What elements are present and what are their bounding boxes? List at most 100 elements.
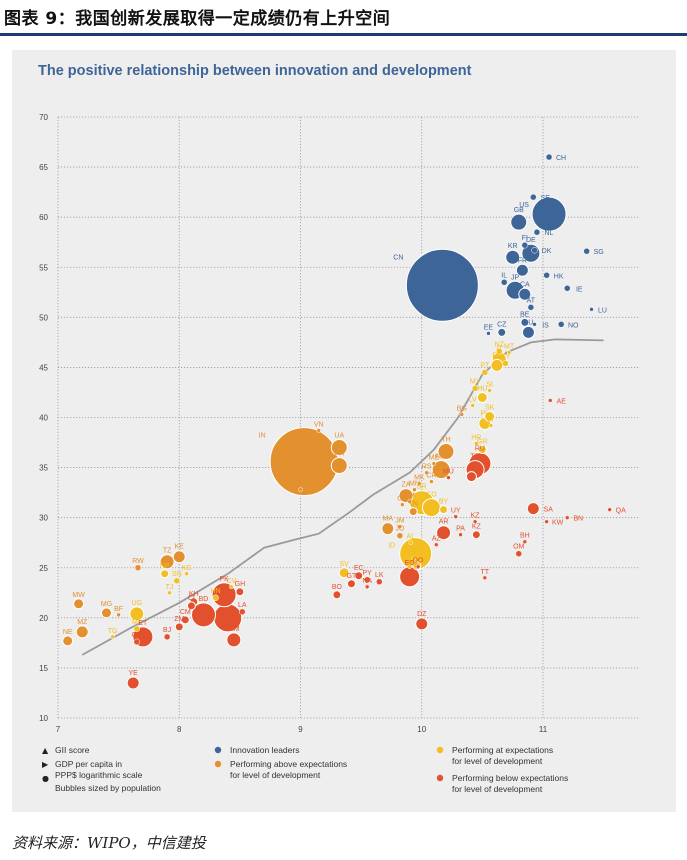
bubble-label: TJ [166,584,174,591]
bubble-kr [505,249,521,265]
bubble-cr [429,479,434,484]
bubble-label: BR [417,484,427,491]
bubble-label: GN [132,632,143,639]
x-tick-label: 9 [298,725,303,734]
bubble-mk [417,481,422,486]
y-tick-label: 70 [39,113,48,122]
legend-symbol: ▶ [42,760,49,769]
bubble-label: BE [520,311,530,318]
bubble-label: BJ [163,627,171,634]
bubble-om [515,550,522,557]
legend-text-line: GDP per capita in [55,759,122,769]
bubble-ma [381,522,395,536]
bubble-rw [134,564,142,571]
legend-text-line: for level of development [230,770,321,780]
bubble-label: ZA [402,482,411,489]
y-tick-label: 65 [39,163,48,172]
bubble-label: TT [481,569,490,576]
bubble-label: MW [72,592,85,599]
bubble-gt [346,579,356,589]
bubble-label: JP [511,274,520,281]
bubble-np [160,569,170,579]
bubble-label: UG [132,600,143,607]
bubble-label: MY [470,378,481,385]
legend-swatch-leaders [214,746,222,754]
bubble-ge [400,502,405,507]
legend-label-leaders: Innovation leaders [230,745,299,755]
bubble-ph [330,457,348,475]
bubble-vn [316,428,321,433]
bubble-label: RW [132,558,144,565]
bubble-label: AZ [432,536,442,543]
bubble-label: ET [138,620,148,627]
bubble-label: VN [314,422,324,429]
chart-title: The positive relationship between innova… [38,63,472,79]
bubble-pk [211,582,237,608]
bubble-label: CL [467,465,476,472]
bubble-lv [470,403,475,408]
bubble-ae [548,398,553,403]
bubble-label: RU [475,446,485,453]
y-tick-label: 30 [39,514,48,523]
legend-text: Bubbles sized by population [55,783,161,793]
bubble-label: IN [259,433,266,440]
bubble-tt [482,575,488,581]
bubble-tz [159,554,175,570]
bubble-label: EG [405,560,415,567]
legend-label-below: Performing below expectations for level o… [452,773,568,794]
bubble-label: TN [409,501,418,508]
bubble-ch [545,153,553,161]
bubble-label: CO [426,492,437,499]
legend: ▲ GII score ▶ GDP per capita in PPP$ logarit… [42,745,568,794]
bubble-label: NA [362,578,372,585]
bubble-label: BO [332,584,343,591]
bubble-label: SV [339,561,349,568]
bubble-label: KE [175,544,185,551]
bubble-sk [484,410,496,422]
bubble-label: YE [129,670,139,677]
y-tick-label: 25 [39,564,48,573]
bubble-mx [431,460,451,480]
bubble-label: RS [422,464,432,471]
bubble-mg [101,607,112,619]
legend-text: GDP per capita in PPP$ logarithmic scale [55,759,143,780]
y-tick-label: 60 [39,213,48,222]
x-tick-label: 7 [56,725,61,734]
legend-text-line: for level of development [452,784,543,794]
bubble-us [531,196,567,232]
bubble-label: PT [480,362,490,369]
bubble-label: NO [568,322,579,329]
bubble-do [415,564,421,569]
bubble-label: IT [496,345,503,352]
bubble-kw [544,519,549,524]
bubble-bh [522,539,528,544]
bubble-label: MG [101,601,112,608]
bubble-label: FR [518,257,527,264]
bubble-cy [502,360,509,367]
bubble-label: PL [481,411,490,418]
bubble-bw [411,556,416,561]
bubble-by [439,505,449,515]
legend-swatch-at [436,746,444,754]
bubble-label: AR [439,519,449,526]
bubble-my [471,385,479,392]
bubble-label: AE [557,398,567,405]
x-tick-label: 8 [177,725,182,734]
bubble-sv [338,567,350,579]
bubble-kz [471,530,481,540]
bubble-ar [436,525,452,541]
bubble-label: KW [552,520,564,527]
bubble-label: CH [556,155,566,162]
trend-line [81,338,604,656]
bubble-me [431,461,437,466]
bubble-label: OM [513,544,524,551]
bubble-no [557,321,565,328]
axis-ticks: 10 15 20 25 30 35 40 45 50 55 60 65 70 7 8 9 10 11 [39,113,548,734]
bubble-label: HN [211,588,221,595]
bubble-label: KZ [471,513,481,520]
bubble-kg [184,571,189,577]
bubble-al [408,540,414,545]
bubble-mu [446,475,451,480]
x-tick-label: 11 [539,725,548,734]
x-tick-label: 10 [417,725,426,734]
